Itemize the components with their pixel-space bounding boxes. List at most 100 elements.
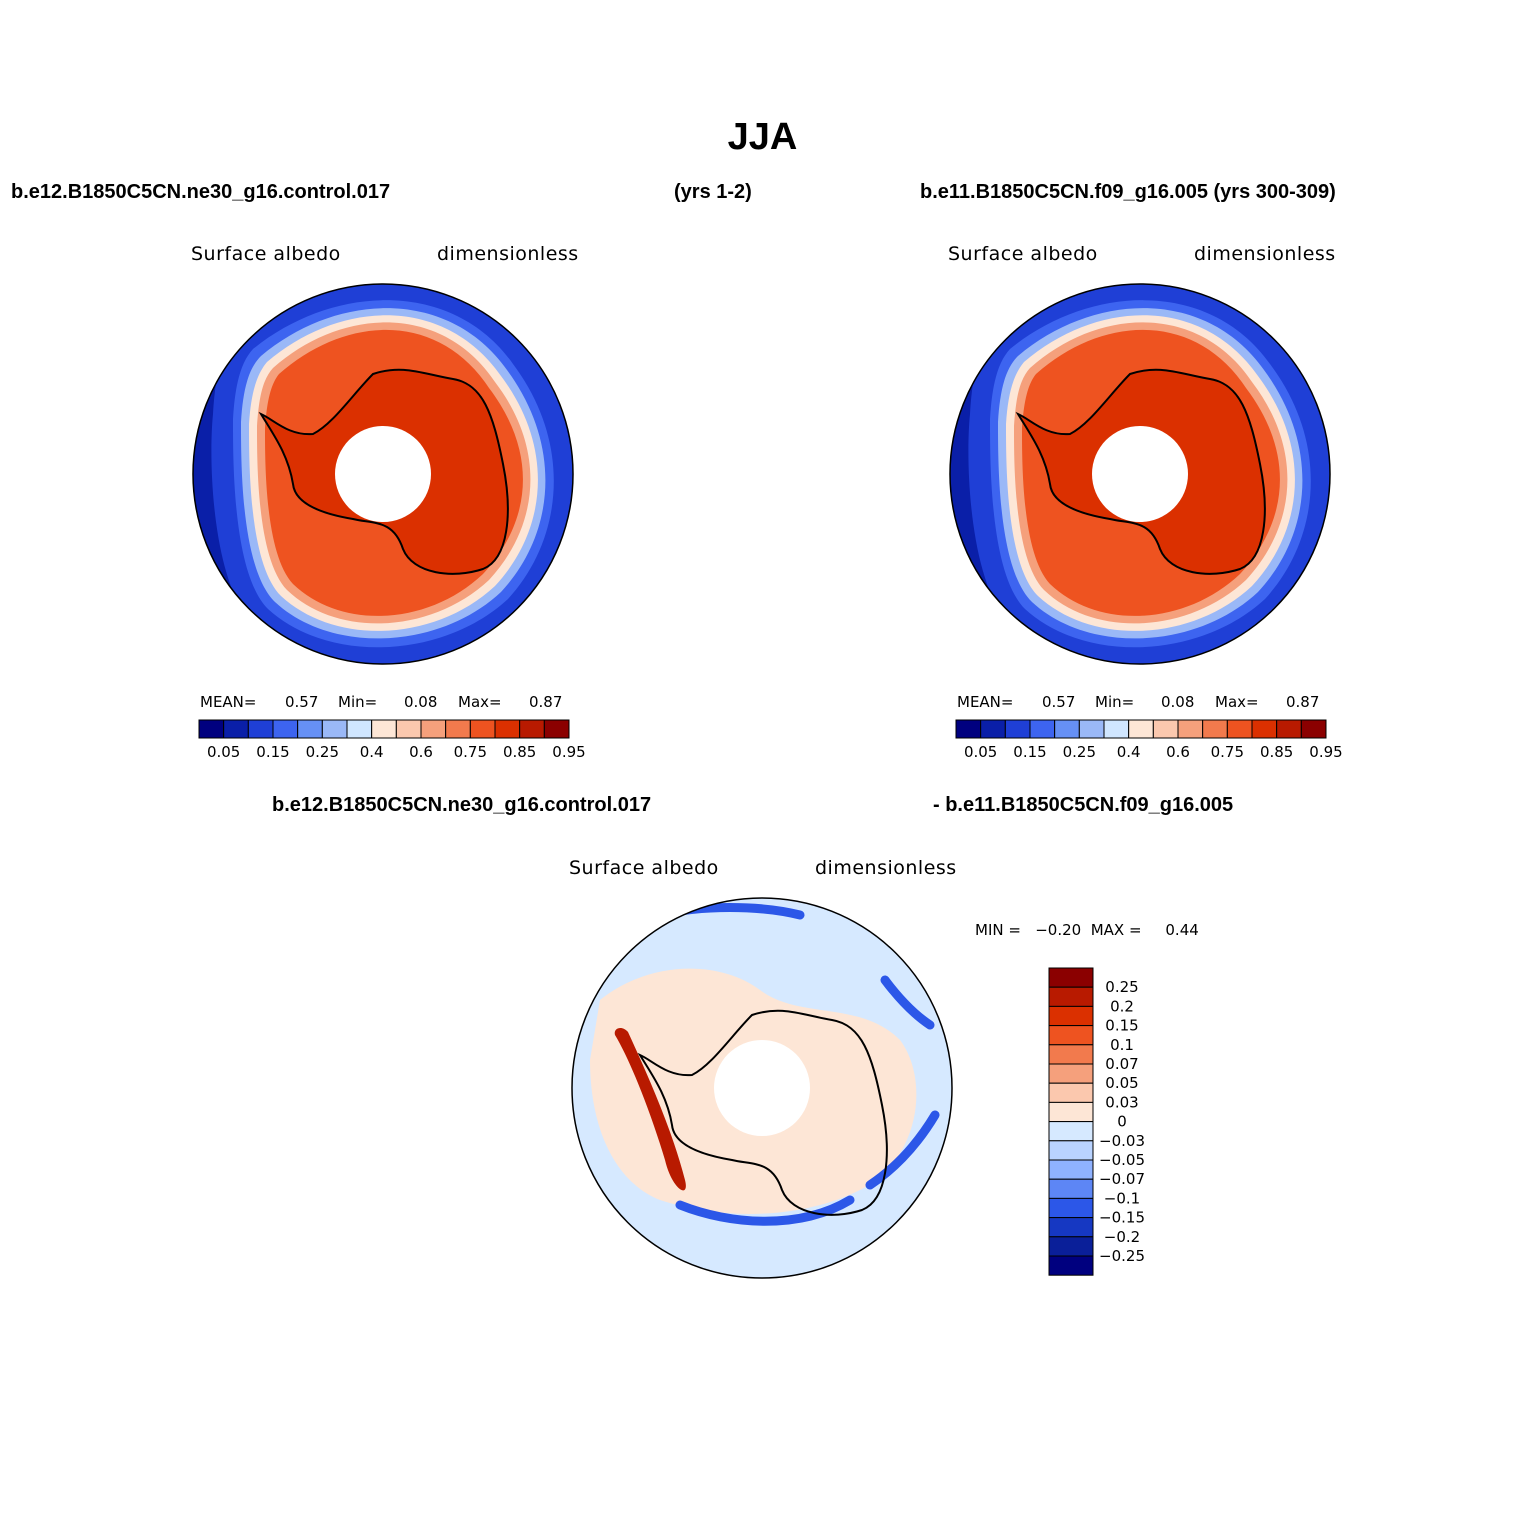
diff-colorbar: 0.250.20.150.10.070.050.030−0.03−0.05−0.… bbox=[1048, 967, 1145, 1276]
panel2-colorbar-swatch bbox=[1202, 719, 1228, 739]
panel2-colorbar-swatch bbox=[1177, 719, 1204, 739]
diff-colorbar-swatch bbox=[1048, 967, 1094, 988]
panel1-colorbar-swatch bbox=[247, 719, 274, 739]
diff-colorbar-swatch bbox=[1048, 1178, 1094, 1199]
diff-colorbar-tick-label: −0.15 bbox=[1099, 1209, 1145, 1227]
diff-variable-label: Surface albedo bbox=[569, 857, 719, 879]
panel1-polar-map bbox=[193, 284, 573, 664]
diff-colorbar-tick-label: −0.03 bbox=[1099, 1132, 1145, 1150]
panel2-colorbar-swatch bbox=[1004, 719, 1031, 739]
panel2-colorbar-tick-label: 0.6 bbox=[1166, 743, 1190, 761]
panel1-colorbar-swatch bbox=[346, 719, 373, 739]
diff-units-label: dimensionless bbox=[815, 857, 957, 879]
panel1-colorbar-tick-label: 0.15 bbox=[256, 743, 289, 761]
page-title: JJA bbox=[727, 116, 798, 158]
panel1-max-value: 0.87 bbox=[529, 693, 563, 711]
panel2-units-label: dimensionless bbox=[1194, 243, 1336, 265]
panel1-variable-label: Surface albedo bbox=[191, 243, 341, 265]
panel2-colorbar: 0.05 0.15 0.25 0.4 0.6 0.75 0.85 0.95 bbox=[955, 719, 1343, 761]
diff-colorbar-tick-label: −0.2 bbox=[1104, 1228, 1140, 1246]
diff-colorbar-tick-label: 0.07 bbox=[1105, 1055, 1138, 1073]
panel1-colorbar-tick-label: 0.6 bbox=[409, 743, 433, 761]
panel2-map-border bbox=[949, 283, 1331, 665]
diff-colorbar-tick-label: 0 bbox=[1117, 1113, 1127, 1131]
diff-colorbar-tick-label: 0.25 bbox=[1105, 978, 1138, 996]
panel2-colorbar-tick-label: 0.75 bbox=[1211, 743, 1244, 761]
left-case-title: b.e12.B1850C5CN.ne30_g16.control.017 bbox=[11, 181, 391, 203]
panel2-colorbar-tick-label: 0.95 bbox=[1309, 743, 1342, 761]
diff-colorbar-tick-label: −0.25 bbox=[1099, 1247, 1145, 1265]
diff-colorbar-swatch bbox=[1048, 1101, 1094, 1123]
panel2-colorbar-tick-label: 0.85 bbox=[1260, 743, 1293, 761]
panel1-colorbar-swatch bbox=[272, 719, 299, 739]
panel1-colorbar-tick-label: 0.75 bbox=[454, 743, 487, 761]
panel2-colorbar-swatch bbox=[1152, 719, 1179, 739]
left-years-label: (yrs 1-2) bbox=[674, 181, 752, 203]
panel1-colorbar-tick-label: 0.85 bbox=[503, 743, 536, 761]
diff-colorbar-swatch bbox=[1048, 1121, 1094, 1142]
panel2-colorbar-swatch bbox=[980, 719, 1006, 739]
panel1-colorbar-tick-label: 0.4 bbox=[360, 743, 384, 761]
diff-colorbar-swatch bbox=[1048, 986, 1094, 1007]
panel2-colorbar-tick-label: 0.15 bbox=[1013, 743, 1046, 761]
panel1-colorbar-swatch bbox=[420, 719, 447, 739]
panel1-colorbar-tick-label: 0.05 bbox=[207, 743, 240, 761]
panel2-mean-value: 0.57 bbox=[1042, 693, 1076, 711]
panel1-colorbar-swatch bbox=[223, 719, 249, 739]
panel2-max-label: Max= bbox=[1215, 693, 1259, 711]
diff-colorbar-swatch bbox=[1048, 1217, 1094, 1238]
diff-polar-map bbox=[572, 898, 952, 1278]
panel2-min-label: Min= bbox=[1095, 693, 1135, 711]
panel2-colorbar-swatch bbox=[955, 719, 982, 739]
diff-colorbar-swatch bbox=[1048, 1197, 1094, 1219]
panel1-units-label: dimensionless bbox=[437, 243, 579, 265]
diff-colorbar-tick-label: −0.07 bbox=[1099, 1170, 1145, 1188]
panel2-colorbar-swatch bbox=[1029, 719, 1056, 739]
panel1-colorbar-swatch bbox=[469, 719, 496, 739]
diff-colorbar-tick-label: −0.05 bbox=[1099, 1151, 1145, 1169]
diff-title-left: b.e12.B1850C5CN.ne30_g16.control.017 bbox=[272, 794, 652, 816]
panel1-colorbar: 0.05 0.15 0.25 0.4 0.6 0.75 0.85 0.95 bbox=[198, 719, 586, 761]
panel2-colorbar-swatch bbox=[1078, 719, 1105, 739]
panel2-colorbar-tick-label: 0.05 bbox=[964, 743, 997, 761]
panel2-colorbar-swatch bbox=[1103, 719, 1130, 739]
panel1-colorbar-swatch bbox=[321, 719, 348, 739]
panel1-colorbar-tick-label: 0.95 bbox=[552, 743, 585, 761]
diff-colorbar-swatch bbox=[1048, 1140, 1094, 1161]
diff-colorbar-swatch bbox=[1048, 1082, 1094, 1103]
diff-colorbar-swatch bbox=[1048, 1025, 1094, 1046]
diff-colorbar-swatch bbox=[1048, 1063, 1094, 1084]
panel2-max-value: 0.87 bbox=[1286, 693, 1320, 711]
panel1-colorbar-swatch bbox=[371, 719, 397, 739]
panel1-colorbar-swatch bbox=[445, 719, 471, 739]
panel2-variable-label: Surface albedo bbox=[948, 243, 1098, 265]
panel2-colorbar-swatch bbox=[1128, 719, 1154, 739]
diff-minmax-label: MIN = −0.20 MAX = 0.44 bbox=[975, 921, 1199, 939]
panel1-max-label: Max= bbox=[458, 693, 502, 711]
panel2-colorbar-swatch bbox=[1300, 719, 1327, 739]
panel1-colorbar-swatch bbox=[198, 719, 225, 739]
diff-title-right: - b.e11.B1850C5CN.f09_g16.005 bbox=[933, 794, 1234, 816]
diff-colorbar-swatch bbox=[1048, 1236, 1094, 1257]
panel1-colorbar-swatch bbox=[543, 719, 570, 739]
diff-colorbar-tick-label: 0.15 bbox=[1105, 1017, 1138, 1035]
panel2-colorbar-swatch bbox=[1276, 719, 1302, 739]
panel1-colorbar-tick-label: 0.25 bbox=[306, 743, 339, 761]
panel2-mean-label: MEAN= bbox=[957, 693, 1014, 711]
diff-colorbar-tick-label: 0.1 bbox=[1110, 1036, 1134, 1054]
panel1-colorbar-swatch bbox=[519, 719, 545, 739]
diff-colorbar-tick-label: 0.05 bbox=[1105, 1074, 1138, 1092]
panel2-colorbar-swatch bbox=[1054, 719, 1080, 739]
diff-colorbar-tick-label: 0.03 bbox=[1105, 1093, 1138, 1111]
diff-colorbar-swatch bbox=[1048, 1005, 1094, 1027]
panel1-mean-value: 0.57 bbox=[285, 693, 319, 711]
panel1-mean-label: MEAN= bbox=[200, 693, 257, 711]
diff-map-border bbox=[571, 897, 953, 1279]
right-case-title: b.e11.B1850C5CN.f09_g16.005 (yrs 300-309… bbox=[920, 181, 1336, 203]
panel1-map-border bbox=[192, 283, 574, 665]
panel1-min-value: 0.08 bbox=[404, 693, 438, 711]
panel2-min-value: 0.08 bbox=[1161, 693, 1195, 711]
diff-colorbar-tick-label: −0.1 bbox=[1104, 1189, 1140, 1207]
diff-colorbar-tick-label: 0.2 bbox=[1110, 997, 1134, 1015]
